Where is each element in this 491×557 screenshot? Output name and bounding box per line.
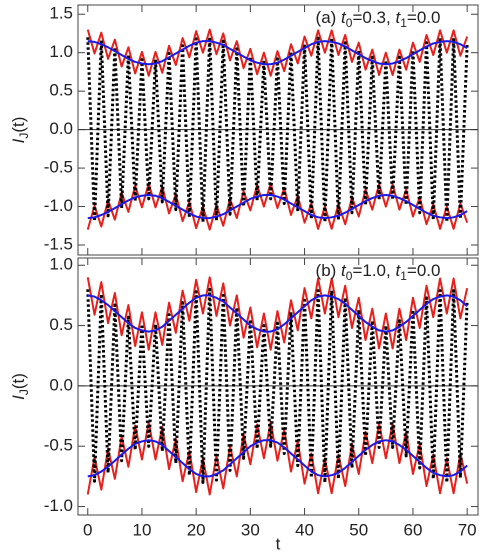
y-tick-label: 1.5 (49, 4, 73, 23)
text-part: 0 (346, 16, 353, 30)
series-line (87, 294, 468, 333)
x-tick-label: 0 (83, 520, 92, 539)
x-tick-label: 60 (403, 520, 422, 539)
y-tick-label: -1.5 (44, 234, 73, 253)
y-tick-label: -1.0 (44, 196, 73, 215)
text-part: t (395, 8, 401, 27)
text-part: (t) (9, 373, 28, 389)
x-axis-label: t (276, 534, 281, 553)
x-tick-label: 10 (132, 520, 151, 539)
y-tick-label: 0.0 (49, 375, 73, 394)
y-tick-label: 0.5 (49, 81, 73, 100)
y-tick-label: -0.5 (44, 436, 73, 455)
text-part: J (17, 133, 31, 139)
series-line (86, 35, 469, 224)
series-line (87, 439, 468, 478)
y-tick-label: 1.0 (49, 42, 73, 61)
text-part: =0.0 (407, 261, 441, 280)
text-part: 1 (400, 16, 407, 30)
y-tick-label: 0.5 (49, 315, 73, 334)
text-part: =0.0 (407, 8, 441, 27)
series-line (86, 421, 469, 496)
series-line (86, 182, 469, 231)
y-axis-label: IJ(t) (9, 373, 31, 400)
y-tick-label: 1.0 (49, 255, 73, 274)
text-part: (t) (9, 117, 28, 133)
series-line (86, 287, 469, 484)
y-axis-label: IJ(t) (9, 117, 31, 144)
text-part: 1 (400, 269, 407, 283)
x-tick-label: 20 (187, 520, 206, 539)
x-tick-label: 70 (458, 520, 477, 539)
text-part: I (9, 395, 28, 400)
series-line (87, 40, 468, 66)
y-tick-label: -0.5 (44, 158, 73, 177)
y-tick-label: 0.0 (49, 119, 73, 138)
series-line (87, 194, 468, 220)
text-part: (a) (316, 8, 342, 27)
text-part: (b) (316, 261, 342, 280)
x-tick-label: 30 (241, 520, 260, 539)
text-part: =0.3, (352, 8, 395, 27)
y-tick-label: -1.0 (44, 496, 73, 515)
x-tick-label: 40 (295, 520, 314, 539)
annotation: (a) t0=0.3, t1=0.0 (316, 8, 441, 30)
annotation: (b) t0=1.0, t1=0.0 (316, 261, 441, 283)
text-part: t (341, 8, 347, 27)
plot-frame (77, 257, 479, 516)
text-part: t (395, 261, 401, 280)
x-tick-label: 50 (349, 520, 368, 539)
text-part: =1.0, (352, 261, 395, 280)
text-part: 0 (346, 269, 353, 283)
text-part: t (341, 261, 347, 280)
series-line (86, 28, 469, 77)
text-part: I (9, 138, 28, 143)
series-line (86, 276, 469, 351)
text-part: J (17, 389, 31, 395)
